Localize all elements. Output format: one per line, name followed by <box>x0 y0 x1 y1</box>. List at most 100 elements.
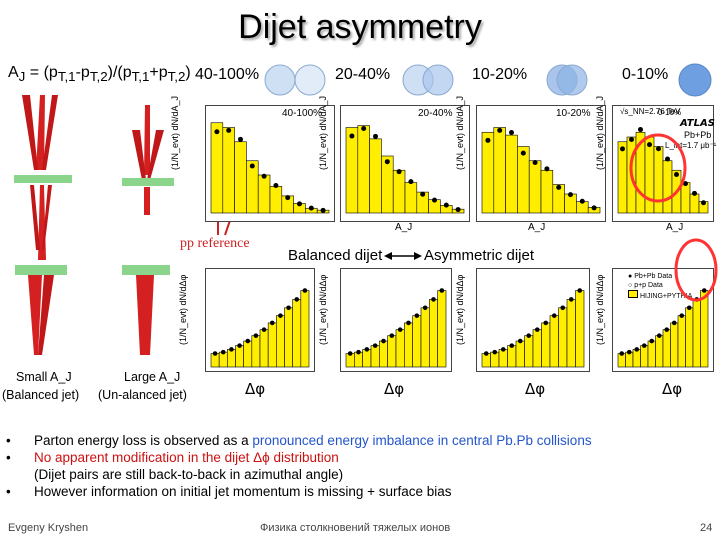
panel-tag: 0-10% <box>658 108 682 117</box>
centrality-label: 0-10% <box>622 66 669 83</box>
aj-point <box>285 195 291 201</box>
dphi-xlabel: Δφ <box>384 380 405 398</box>
aj-point <box>665 156 670 162</box>
dphi-point <box>212 351 218 356</box>
aj-point <box>349 133 355 139</box>
aj-point <box>297 201 302 207</box>
aj-bar <box>392 169 406 214</box>
dphi-point <box>381 338 386 344</box>
dphi-point <box>577 288 583 293</box>
dphi-point <box>679 313 685 318</box>
dphi-bar <box>395 329 405 368</box>
asymmetric-dijet-label: Asymmetric dijet <box>424 247 535 264</box>
centrality-group-1: 40-100% <box>195 64 259 84</box>
dphi-point <box>500 347 506 352</box>
dphi-point <box>634 347 640 352</box>
dphi-point <box>671 320 677 326</box>
dphi-bar <box>541 322 551 368</box>
atlas-label: ATLAS <box>680 118 715 129</box>
dphi-bar <box>412 315 422 368</box>
dphi-point <box>560 305 566 311</box>
aj-point <box>432 197 437 203</box>
dphi-point <box>356 349 361 355</box>
dphi-ylabel: (1/N_evt) dN/dΔφ <box>318 274 328 345</box>
dphi-point <box>278 313 283 318</box>
aj-point <box>591 205 597 211</box>
dphi-bar <box>276 315 285 368</box>
large-aj-label: Large A_J <box>124 370 181 384</box>
dphi-bar <box>655 335 664 368</box>
dphi-bar <box>227 349 236 368</box>
centrality-label: 10-20% <box>472 66 528 83</box>
panel-tag: 20-40% <box>418 108 453 119</box>
small-aj-label: Small A_J <box>16 370 72 384</box>
dphi-point <box>551 313 557 318</box>
aj-xlabel: A_J <box>528 222 546 233</box>
centrality-group-4: 0-10% <box>622 64 668 84</box>
bullet-dot-icon: • <box>6 433 11 448</box>
dphi-bar <box>437 290 447 368</box>
dphi-point <box>483 351 489 356</box>
aj-bar <box>234 141 247 214</box>
nuclei-icon-4 <box>678 63 712 97</box>
aj-point <box>420 191 426 197</box>
dphi-point <box>372 343 378 348</box>
dphi-point <box>641 343 647 348</box>
dphi-bar <box>251 335 261 368</box>
aj-bar <box>210 122 224 214</box>
dphi-bar <box>558 307 568 368</box>
dphi-point <box>302 288 308 293</box>
dphi-bar <box>515 340 525 368</box>
centrality-label: 20-40% <box>335 66 391 83</box>
centrality-label: 40-100% <box>195 66 260 83</box>
aj-bar <box>369 138 382 214</box>
aj-bar <box>246 160 259 214</box>
aj-point <box>579 198 585 204</box>
aj-bar <box>528 160 542 214</box>
nuclei-icon-2 <box>402 64 454 96</box>
dphi-point <box>389 333 395 338</box>
dphi-bar <box>507 345 517 368</box>
dphi-bar <box>670 322 679 368</box>
dphi-point <box>269 320 275 326</box>
aj-ylabel: (1/N_evt) dN/dA_J <box>318 95 328 170</box>
aj-point <box>455 207 461 213</box>
aj-panel-4 <box>612 105 714 222</box>
dphi-xlabel: Δφ <box>525 380 546 398</box>
dphi-point <box>568 297 574 302</box>
dphi-point <box>422 305 428 311</box>
bullet-highlight: pronounced energy imbalance in central P… <box>252 433 592 448</box>
dphi-point <box>656 333 662 338</box>
energy-label: √s_NN=2.76 TeV <box>620 107 681 116</box>
aj-point <box>214 129 220 135</box>
collision-label: Pb+Pb <box>684 130 712 140</box>
slide-title: Dijet asymmetry <box>238 8 482 46</box>
dphi-point <box>261 327 267 332</box>
dphi-bar <box>370 345 380 368</box>
panel-tag: 10-20% <box>556 108 591 119</box>
dphi-bar <box>235 345 244 368</box>
dphi-bar <box>292 299 302 368</box>
bullet-list: • Parton energy loss is observed as a pr… <box>6 432 592 500</box>
dphi-bar <box>404 322 413 368</box>
dphi-point <box>517 338 523 344</box>
dphi-point <box>253 333 259 338</box>
bullet-subtext: (Dijet pairs are still back-to-back in a… <box>34 467 344 482</box>
dphi-bar <box>640 345 649 368</box>
dphi-point <box>237 343 242 348</box>
dphi-bar <box>243 340 253 368</box>
aj-point <box>273 183 279 189</box>
aj-ylabel: (1/N_evt) dN/dA_J <box>595 95 605 170</box>
aj-panel-3 <box>476 105 606 222</box>
pp-reference-label: pp reference <box>180 236 250 251</box>
aj-point <box>638 127 643 133</box>
dphi-bar <box>284 307 293 368</box>
aj-bar <box>493 127 506 214</box>
dphi-bar <box>267 322 277 368</box>
aj-bar <box>505 134 518 214</box>
bullet-dot-icon: • <box>6 450 11 465</box>
aj-xlabel: A_J <box>666 222 684 233</box>
legend-item: ● Pb+Pb Data <box>628 273 673 280</box>
aj-bar <box>381 155 394 214</box>
